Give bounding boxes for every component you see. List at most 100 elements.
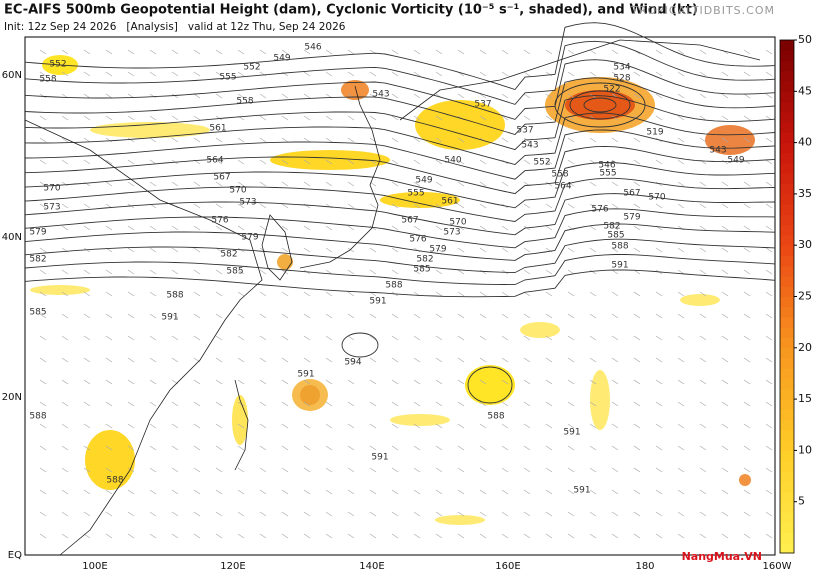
wind-barb: [435, 379, 443, 385]
wind-barb: [699, 511, 707, 517]
wind-barb: [633, 335, 641, 341]
wind-barb: [325, 181, 333, 187]
wind-barb: [237, 181, 245, 187]
wind-barb: [391, 511, 399, 517]
wind-barb: [435, 291, 443, 297]
wind-barb: [479, 533, 487, 539]
wind-barb: [237, 357, 245, 363]
wind-barb: [369, 335, 377, 341]
wind-barb: [435, 203, 443, 209]
wind-barb: [501, 181, 509, 187]
wind-barb: [281, 445, 289, 451]
wind-barb: [589, 335, 597, 341]
wind-barb: [765, 467, 773, 473]
map-frame: [24, 36, 776, 556]
wind-barb: [435, 467, 443, 473]
contour-label: 591: [573, 486, 590, 496]
wind-barb: [281, 49, 289, 55]
wind-barb: [589, 49, 597, 55]
wind-barb: [479, 93, 487, 99]
wind-barb: [259, 137, 267, 143]
wind-barb: [413, 335, 421, 341]
wind-barb: [413, 489, 421, 495]
wind-barb: [127, 247, 135, 253]
wind-barb: [677, 401, 685, 407]
colorbar-tick-label: 35: [798, 187, 812, 200]
wind-barb: [523, 335, 531, 341]
wind-barb: [391, 401, 399, 407]
wind-barb: [347, 379, 355, 385]
wind-barb: [303, 511, 311, 517]
wind-barb: [435, 137, 443, 143]
wind-barb: [347, 401, 355, 407]
height-contour: [24, 223, 776, 261]
wind-barb: [589, 225, 597, 231]
wind-barb: [479, 489, 487, 495]
wind-barb: [193, 115, 201, 121]
wind-barb: [303, 291, 311, 297]
colorbar-band: [780, 542, 794, 554]
wind-barb: [589, 247, 597, 253]
wind-barb: [523, 313, 531, 319]
wind-barb: [501, 71, 509, 77]
wind-barb: [105, 71, 113, 77]
wind-barb: [149, 269, 157, 275]
wind-barb: [193, 269, 201, 275]
wind-barb: [699, 335, 707, 341]
wind-barb: [61, 489, 69, 495]
wind-barb: [347, 313, 355, 319]
wind-barb: [545, 423, 553, 429]
vorticity-blob: [270, 150, 390, 170]
wind-barb: [281, 379, 289, 385]
wind-barb: [105, 423, 113, 429]
wind-barb: [721, 357, 729, 363]
wind-barb: [237, 269, 245, 275]
wind-barb: [391, 159, 399, 165]
wind-barb: [699, 71, 707, 77]
wind-barb: [237, 291, 245, 297]
wind-barb: [171, 291, 179, 297]
wind-barb: [633, 71, 641, 77]
wind-barb: [545, 115, 553, 121]
wind-barb: [83, 335, 91, 341]
wind-barb: [457, 533, 465, 539]
wind-barb: [523, 423, 531, 429]
wind-barb: [171, 115, 179, 121]
wind-barb: [589, 379, 597, 385]
height-contour: [24, 208, 776, 249]
wind-barb: [303, 467, 311, 473]
wind-barb: [699, 115, 707, 121]
wind-barb: [611, 291, 619, 297]
wind-barb: [303, 71, 311, 77]
contour-label: 588: [29, 412, 46, 422]
wind-barb: [193, 489, 201, 495]
colorbar-band: [780, 132, 794, 144]
wind-barb: [347, 203, 355, 209]
wind-barb: [193, 181, 201, 187]
wind-barb: [435, 225, 443, 231]
wind-barb: [83, 225, 91, 231]
wind-barb: [743, 511, 751, 517]
lat-label: 40N: [2, 232, 22, 243]
wind-barb: [325, 71, 333, 77]
wind-barb: [721, 269, 729, 275]
wind-barb: [501, 247, 509, 253]
wind-barb: [61, 445, 69, 451]
colorbar-band: [780, 122, 794, 133]
wind-barb: [435, 159, 443, 165]
coastlines: [24, 39, 761, 556]
wind-barb: [39, 137, 47, 143]
wind-barb: [215, 445, 223, 451]
wind-barb: [127, 335, 135, 341]
wind-barb: [105, 401, 113, 407]
wind-barb: [259, 489, 267, 495]
wind-barb: [655, 181, 663, 187]
wind-barb: [501, 313, 509, 319]
wind-barb: [567, 159, 575, 165]
wind-barb: [743, 269, 751, 275]
wind-barb: [237, 49, 245, 55]
wind-barb: [677, 159, 685, 165]
wind-barb: [325, 467, 333, 473]
colorbar-tick-label: 20: [798, 341, 812, 354]
wind-barb: [743, 225, 751, 231]
